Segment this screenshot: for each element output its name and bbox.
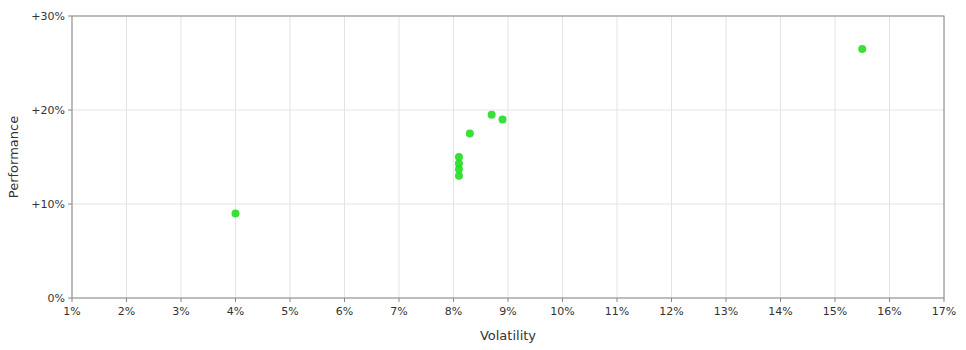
x-axis-label: Volatility	[480, 328, 536, 343]
y-axis-label: Performance	[6, 116, 21, 198]
tick-mark	[835, 298, 836, 302]
grid-line	[671, 16, 672, 298]
tick-mark	[290, 298, 291, 302]
tick-mark	[562, 298, 563, 302]
x-tick-label: 15%	[823, 305, 847, 318]
x-tick-label: 5%	[281, 305, 298, 318]
grid-line	[72, 204, 944, 205]
tick-mark	[508, 298, 509, 302]
tick-mark	[726, 298, 727, 302]
grid	[72, 16, 944, 298]
tick-mark	[671, 298, 672, 302]
x-tick-label: 7%	[390, 305, 407, 318]
x-tick-label: 8%	[445, 305, 462, 318]
x-tick-label: 6%	[336, 305, 353, 318]
grid-line	[344, 16, 345, 298]
tick-mark	[68, 110, 72, 111]
grid-line	[726, 16, 727, 298]
grid-line	[780, 16, 781, 298]
tick-mark	[68, 298, 72, 299]
scatter-point	[466, 130, 474, 138]
tick-mark	[126, 298, 127, 302]
x-tick-label: 3%	[172, 305, 189, 318]
x-tick-label: 10%	[550, 305, 574, 318]
tick-mark	[780, 298, 781, 302]
grid-line	[453, 16, 454, 298]
grid-line	[399, 16, 400, 298]
grid-line	[617, 16, 618, 298]
y-tick-label: +30%	[31, 10, 65, 23]
tick-mark	[399, 298, 400, 302]
x-tick-label: 14%	[768, 305, 792, 318]
chart: 1% 2% 3% 4% 5% 6% 7% 8% 9% 10% 11% 12% 13% 14% 15% 16% 1…	[0, 0, 966, 350]
tick-mark	[344, 298, 345, 302]
x-tick-label: 16%	[877, 305, 901, 318]
x-tick-label: 9%	[499, 305, 516, 318]
scatter-point	[499, 115, 507, 123]
grid-line	[889, 16, 890, 298]
y-tick-label: +20%	[31, 104, 65, 117]
y-tick-label: +10%	[31, 198, 65, 211]
tick-mark	[68, 16, 72, 17]
x-tick-label: 17%	[932, 305, 956, 318]
y-tick-label: 0%	[48, 292, 65, 305]
tick-mark	[68, 204, 72, 205]
tick-mark	[181, 298, 182, 302]
plot-area	[72, 16, 944, 298]
grid-line	[562, 16, 563, 298]
scatter-point	[232, 209, 240, 217]
x-tick-label: 12%	[659, 305, 683, 318]
grid-line	[835, 16, 836, 298]
grid-line	[508, 16, 509, 298]
tick-mark	[72, 298, 73, 302]
tick-labels: 1% 2% 3% 4% 5% 6% 7% 8% 9% 10% 11% 12% 13% 14% 15% 16% 1…	[31, 10, 956, 318]
x-tick-label: 4%	[227, 305, 244, 318]
grid-line	[126, 16, 127, 298]
x-tick-label: 1%	[63, 305, 80, 318]
tick-mark	[889, 298, 890, 302]
scatter-point	[858, 45, 866, 53]
tick-mark	[617, 298, 618, 302]
points	[232, 45, 867, 218]
x-tick-label: 13%	[714, 305, 738, 318]
tick-mark	[944, 298, 945, 302]
tick-mark	[235, 298, 236, 302]
grid-line	[72, 110, 944, 111]
scatter-point	[488, 111, 496, 119]
grid-line	[181, 16, 182, 298]
scatter-point	[455, 172, 463, 180]
plot-frame	[72, 16, 944, 298]
grid-line	[290, 16, 291, 298]
x-tick-label: 2%	[118, 305, 135, 318]
tick-mark	[453, 298, 454, 302]
x-tick-label: 11%	[605, 305, 629, 318]
grid-line	[235, 16, 236, 298]
